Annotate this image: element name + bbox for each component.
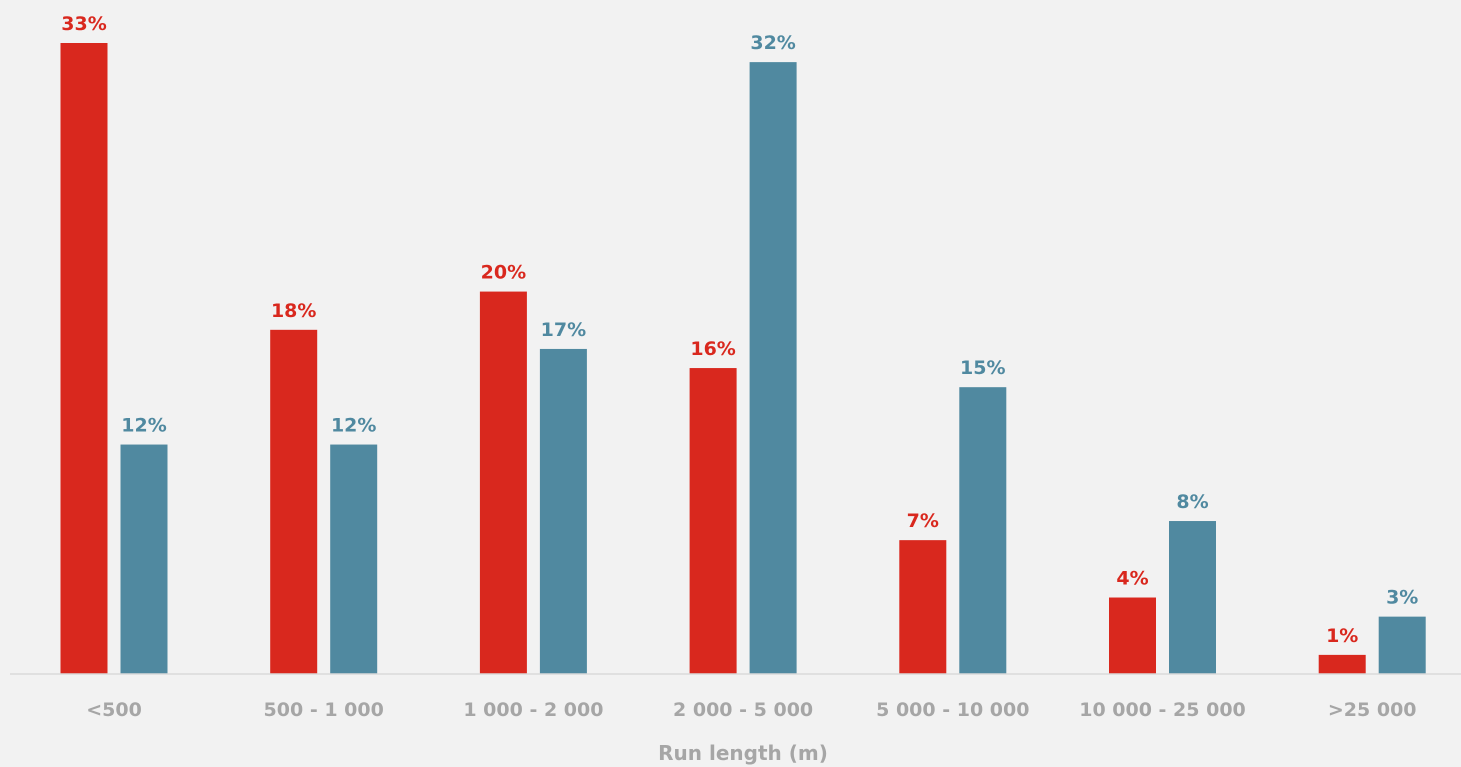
data-label-series-2-4: 15%: [960, 357, 1005, 379]
bar-series-2-4: [959, 387, 1007, 674]
data-label-series-1-4: 7%: [907, 510, 939, 532]
bar-series-1-4: [899, 540, 947, 674]
bar-series-2-1: [330, 444, 378, 674]
x-tick-label: 5 000 - 10 000: [876, 699, 1029, 721]
x-axis-title: Run length (m): [658, 741, 828, 765]
x-tick-label: >25 000: [1328, 699, 1417, 721]
data-label-series-1-3: 16%: [690, 338, 735, 360]
bar-series-2-0: [120, 444, 168, 674]
x-tick-labels: <500 500 - 1 000 1 000 - 2 000 2 000 - 5 00…: [86, 699, 1416, 721]
bar-series-1-0: [60, 43, 108, 674]
x-tick-label: 2 000 - 5 000: [673, 699, 813, 721]
bar-series-1-5: [1109, 597, 1156, 674]
data-label-series-1-6: 1%: [1326, 625, 1358, 647]
bar-series-2-2: [539, 348, 587, 674]
bar-series-1-3: [689, 368, 737, 674]
data-label-series-2-1: 12%: [331, 415, 376, 437]
data-label-series-2-5: 8%: [1176, 491, 1208, 513]
data-label-series-2-0: 12%: [121, 415, 166, 437]
data-label-series-1-0: 33%: [61, 13, 106, 35]
bar-series-1-2: [479, 291, 527, 674]
bar-series-2-5: [1169, 521, 1216, 674]
data-label-series-1-2: 20%: [481, 262, 526, 284]
x-tick-label: 500 - 1 000: [264, 699, 384, 721]
bar-series-1-6: [1318, 654, 1366, 674]
bar-series-2-6: [1378, 616, 1426, 674]
data-label-series-2-3: 32%: [750, 32, 795, 54]
bar-series-2-3: [749, 62, 797, 674]
data-label-series-1-1: 18%: [271, 300, 316, 322]
x-tick-label: 1 000 - 2 000: [463, 699, 603, 721]
data-label-series-1-5: 4%: [1116, 568, 1148, 590]
x-tick-label: <500: [86, 699, 142, 721]
x-tick-label: 10 000 - 25 000: [1079, 699, 1246, 721]
bars-layer: 33% 12% 18% 12% 20% 17% 16% 32% 7% 15% 4% 8% 1% 3%: [60, 13, 1426, 674]
bar-series-1-1: [270, 329, 318, 674]
data-label-series-2-2: 17%: [541, 319, 586, 341]
data-label-series-2-6: 3%: [1386, 587, 1418, 609]
